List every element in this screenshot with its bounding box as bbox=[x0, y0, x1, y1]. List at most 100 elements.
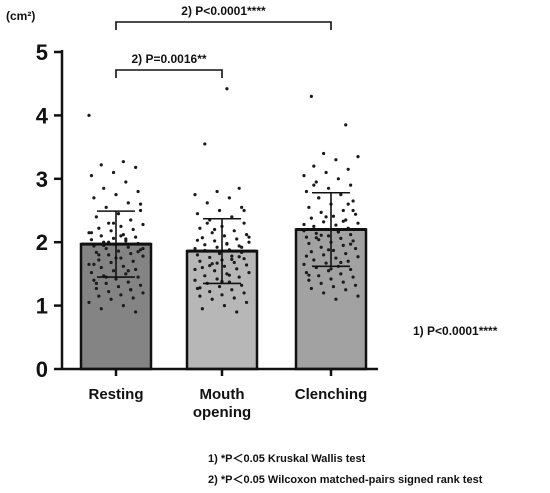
data-point bbox=[138, 283, 143, 287]
data-point bbox=[341, 280, 345, 284]
data-point bbox=[326, 248, 331, 252]
data-point bbox=[193, 278, 197, 282]
data-point bbox=[92, 196, 96, 200]
y-axis-unit-label: (cm²) bbox=[6, 9, 35, 23]
data-point bbox=[198, 226, 202, 230]
data-point bbox=[244, 263, 249, 267]
data-point bbox=[225, 242, 229, 246]
data-point bbox=[131, 227, 135, 232]
data-point bbox=[129, 252, 133, 256]
data-point bbox=[349, 267, 353, 272]
data-point bbox=[232, 260, 236, 265]
y-tick-label: 3 bbox=[36, 167, 48, 192]
data-point bbox=[119, 256, 123, 260]
data-point bbox=[213, 269, 217, 273]
significance-bracket bbox=[115, 69, 223, 78]
data-point bbox=[326, 186, 331, 190]
data-point bbox=[222, 234, 227, 238]
data-point bbox=[94, 286, 98, 291]
data-point bbox=[339, 193, 343, 197]
data-point bbox=[242, 221, 246, 225]
data-point bbox=[124, 272, 128, 276]
data-point bbox=[193, 193, 197, 197]
data-point bbox=[134, 310, 138, 314]
data-point bbox=[324, 261, 328, 265]
data-point bbox=[129, 218, 133, 222]
data-point bbox=[240, 245, 244, 249]
y-tick-label: 1 bbox=[36, 294, 48, 319]
data-point bbox=[210, 231, 214, 235]
data-point bbox=[114, 193, 118, 197]
data-point bbox=[353, 246, 358, 251]
data-point bbox=[346, 202, 350, 206]
data-point bbox=[237, 244, 241, 248]
data-point bbox=[134, 235, 138, 239]
data-point bbox=[205, 201, 209, 205]
data-point bbox=[336, 177, 340, 181]
data-point bbox=[344, 123, 348, 127]
data-point bbox=[326, 234, 331, 238]
data-point bbox=[312, 164, 316, 168]
data-point bbox=[205, 221, 209, 225]
data-point bbox=[119, 293, 123, 297]
data-point bbox=[126, 245, 130, 249]
data-point bbox=[89, 271, 94, 275]
data-point bbox=[109, 297, 113, 301]
category-label: Resting bbox=[88, 386, 143, 403]
error-bars-group bbox=[81, 191, 366, 285]
data-point bbox=[344, 218, 348, 222]
data-point bbox=[138, 248, 143, 252]
data-point bbox=[195, 286, 200, 291]
data-point bbox=[136, 250, 140, 254]
data-point bbox=[116, 249, 121, 253]
significance-brackets: 2) P<0.0001**** 2) P=0.0016** bbox=[115, 4, 332, 78]
category-label: Mouth opening bbox=[193, 386, 251, 421]
data-point bbox=[341, 208, 345, 213]
data-point bbox=[121, 304, 125, 308]
data-point bbox=[203, 243, 207, 247]
data-point bbox=[87, 113, 91, 117]
data-point bbox=[317, 238, 321, 242]
data-point bbox=[99, 234, 103, 238]
data-point bbox=[89, 174, 94, 178]
footnote-1: 1) *P＜0.05 Kruskal Wallis test bbox=[208, 453, 366, 465]
data-point bbox=[195, 238, 200, 242]
footnote-2: 2) *P＜0.05 Wilcoxon matched-pairs signed… bbox=[208, 474, 483, 486]
significance-label: 2) P<0.0001**** bbox=[181, 4, 266, 18]
data-point bbox=[302, 262, 306, 266]
data-point bbox=[225, 272, 229, 276]
data-point bbox=[104, 246, 108, 251]
data-point bbox=[141, 291, 145, 295]
data-point bbox=[319, 210, 323, 215]
data-point bbox=[334, 256, 338, 260]
data-point bbox=[208, 264, 212, 268]
data-point bbox=[193, 267, 197, 272]
data-point bbox=[334, 297, 338, 301]
data-point bbox=[230, 254, 234, 258]
significance-bracket bbox=[115, 21, 332, 30]
kruskal-wallis-annotation: 1) P<0.0001**** bbox=[413, 324, 498, 338]
data-point bbox=[119, 234, 123, 238]
data-point bbox=[356, 294, 360, 298]
data-point bbox=[138, 208, 143, 213]
data-point bbox=[134, 165, 138, 169]
data-point bbox=[240, 283, 244, 287]
data-point bbox=[215, 277, 219, 281]
data-point bbox=[351, 208, 355, 213]
data-point bbox=[99, 307, 103, 311]
data-point bbox=[203, 142, 207, 146]
data-point bbox=[94, 281, 98, 286]
data-point bbox=[341, 243, 345, 247]
data-point bbox=[107, 221, 111, 225]
data-point bbox=[331, 248, 336, 253]
data-point bbox=[304, 271, 309, 275]
data-point bbox=[346, 259, 350, 263]
data-point bbox=[304, 235, 309, 239]
data-point bbox=[94, 250, 98, 254]
data-point bbox=[349, 183, 353, 187]
y-tick-label: 5 bbox=[36, 40, 48, 65]
data-point bbox=[356, 255, 360, 259]
data-point bbox=[119, 224, 123, 228]
